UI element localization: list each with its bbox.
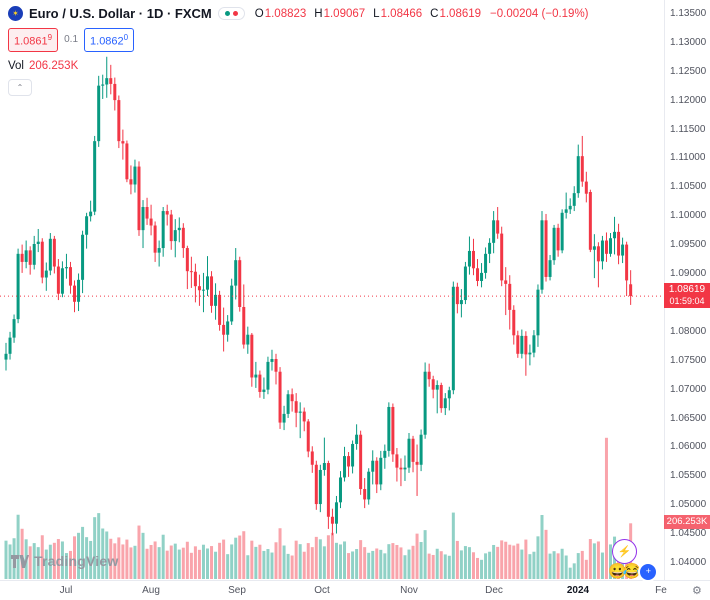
price-axis-label: 1.05500 bbox=[670, 470, 707, 482]
market-status-pill[interactable] bbox=[217, 7, 245, 20]
price-axis-label: 1.04500 bbox=[670, 528, 707, 540]
price-axis-label: 1.05000 bbox=[670, 499, 707, 511]
more-reactions-icon: + bbox=[638, 562, 659, 582]
tradingview-logo[interactable]: TradingView bbox=[10, 553, 118, 569]
bar-countdown: 01:59:04 bbox=[669, 296, 705, 307]
price-axis-label: 1.13500 bbox=[670, 8, 707, 19]
tradingview-logo-icon bbox=[11, 554, 29, 568]
high-value: 1.09067 bbox=[323, 7, 366, 20]
status-dot-alert-icon bbox=[232, 11, 238, 16]
time-axis-label[interactable]: Jul bbox=[59, 585, 73, 596]
price-axis-label: 1.09000 bbox=[670, 268, 707, 280]
volume-current-value: 206.253K bbox=[29, 59, 79, 72]
time-axis-label[interactable]: Aug bbox=[142, 585, 160, 596]
time-axis-label[interactable]: Nov bbox=[400, 585, 418, 596]
low-value: 1.08466 bbox=[380, 7, 423, 20]
candlestick-chart[interactable] bbox=[0, 0, 664, 580]
price-axis-label: 1.06500 bbox=[670, 412, 707, 424]
volume-indicator-legend: Vol 206.253K bbox=[8, 60, 589, 72]
price-axis-label: 1.11000 bbox=[670, 152, 706, 164]
price-axis-label: 1.10500 bbox=[670, 181, 707, 193]
boost-button[interactable]: ⚡ bbox=[612, 539, 637, 564]
price-axis-label: 1.13000 bbox=[670, 36, 707, 48]
timescale-settings-icon[interactable]: ⚙ bbox=[692, 585, 702, 597]
chevron-up-icon: ⌃ bbox=[16, 82, 24, 92]
price-axis-label: 1.09500 bbox=[670, 239, 707, 251]
volume-value-badge: 206.253K bbox=[664, 515, 710, 530]
ohlc-readout: O1.08823 H1.09067 L1.08466 C1.08619 −0.0… bbox=[254, 7, 589, 20]
buy-button[interactable]: 1.08620 bbox=[84, 28, 135, 52]
open-value: 1.08823 bbox=[264, 7, 307, 20]
emoji-laugh-icon: 😂 bbox=[622, 563, 642, 580]
tradingview-logo-text: TradingView bbox=[34, 553, 119, 569]
time-axis-label[interactable]: Dec bbox=[485, 585, 503, 596]
spread-value: 0.1 bbox=[64, 34, 79, 46]
emoji-grin-icon: 😀 bbox=[608, 563, 627, 580]
symbol-flag-icon: ✶ bbox=[8, 6, 23, 21]
reactions-widget[interactable]: 😀 😂 + bbox=[608, 562, 659, 582]
legend-collapse-button[interactable]: ⌃ bbox=[8, 78, 32, 96]
last-price-value: 1.08619 bbox=[668, 284, 706, 296]
price-axis-label: 1.07000 bbox=[670, 383, 707, 395]
price-axis-label: 1.12500 bbox=[670, 65, 707, 77]
time-axis-label[interactable]: Oct bbox=[314, 585, 330, 596]
change-value: −0.00204 (−0.19%) bbox=[490, 7, 589, 20]
price-axis-label: 1.11500 bbox=[670, 123, 706, 135]
status-dot-open-icon bbox=[224, 11, 230, 16]
symbol-title[interactable]: Euro / U.S. Dollar · 1D · FXCM bbox=[29, 6, 212, 21]
price-axis-label: 1.10000 bbox=[670, 210, 707, 222]
time-axis-label[interactable]: 2024 bbox=[566, 585, 590, 596]
sell-button[interactable]: 1.08619 bbox=[8, 28, 59, 52]
lightning-icon: ⚡ bbox=[617, 546, 632, 558]
chart-legend: ✶ Euro / U.S. Dollar · 1D · FXCM O1.0882… bbox=[8, 6, 589, 96]
volume-label: Vol bbox=[8, 59, 24, 72]
price-axis-label: 1.06000 bbox=[670, 441, 707, 453]
price-axis-label: 1.07500 bbox=[670, 354, 707, 366]
time-axis-label[interactable]: Sep bbox=[228, 585, 246, 596]
price-axis-label: 1.04000 bbox=[670, 557, 707, 568]
time-axis-label[interactable]: Fe bbox=[655, 585, 667, 596]
price-axis-label: 1.12000 bbox=[670, 94, 707, 106]
time-axis[interactable]: ⚙ Jul Aug Sep Oct Nov Dec 2024 Fe bbox=[0, 580, 710, 600]
price-axis-label: 1.08000 bbox=[670, 325, 707, 337]
last-price-badge: 1.08619 01:59:04 bbox=[664, 283, 710, 309]
close-value: 1.08619 bbox=[439, 7, 482, 20]
